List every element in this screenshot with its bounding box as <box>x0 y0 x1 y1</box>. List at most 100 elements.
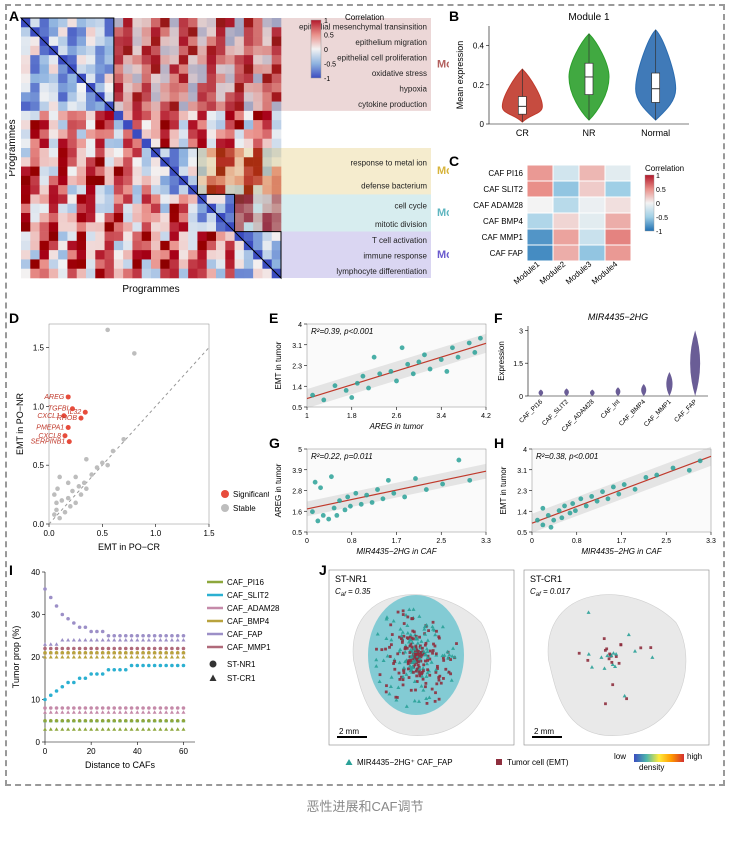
svg-text:oxidative stress: oxidative stress <box>372 69 427 78</box>
svg-text:Expression: Expression <box>497 341 506 381</box>
panel-F-violin: MIR4435−2HG01.53ExpressionCAF_PI16CAF_SL… <box>494 310 719 435</box>
panel-G-scatter: 00.81.72.53.30.51.62.83.95MIR4435−2HG in… <box>269 435 494 560</box>
svg-text:4: 4 <box>523 447 527 454</box>
panel-B-label: B <box>449 8 459 24</box>
svg-text:Programmes: Programmes <box>9 119 18 176</box>
svg-text:EMT in tumor: EMT in tumor <box>499 466 508 514</box>
panel-A-heatmap: epithelial mesenchymal transinsitionepit… <box>9 8 449 308</box>
svg-text:30: 30 <box>31 611 40 620</box>
svg-text:low: low <box>614 752 626 761</box>
svg-text:EMT in PO−NR: EMT in PO−NR <box>15 392 25 455</box>
svg-text:2 mm: 2 mm <box>339 727 359 736</box>
panel-J-spatial: ST-NR1Caf = 0.352 mmST-CR1Caf = 0.0172 m… <box>319 562 719 782</box>
svg-text:R²=0.22, p=0.011: R²=0.22, p=0.011 <box>311 452 373 461</box>
svg-text:3.1: 3.1 <box>517 468 527 475</box>
svg-text:2.8: 2.8 <box>292 489 302 496</box>
svg-text:CAF_PI16: CAF_PI16 <box>227 578 264 587</box>
panel-A-label: A <box>9 8 19 24</box>
panel-G-label: G <box>269 435 280 451</box>
svg-text:3: 3 <box>519 328 523 335</box>
panel-F-label: F <box>494 310 503 326</box>
svg-text:Module4: Module4 <box>590 259 620 286</box>
svg-text:CAF_MMP1: CAF_MMP1 <box>227 643 271 652</box>
svg-text:epithelial cell proliferation: epithelial cell proliferation <box>337 54 427 63</box>
svg-text:EMT in tumor: EMT in tumor <box>274 341 283 389</box>
svg-text:MIR4435−2HG⁺ CAF_FAP: MIR4435−2HG⁺ CAF_FAP <box>357 758 453 767</box>
svg-text:CAF_MMP1: CAF_MMP1 <box>643 398 673 428</box>
svg-text:immune response: immune response <box>363 252 427 261</box>
svg-text:1.8: 1.8 <box>347 413 357 420</box>
svg-text:Programmes: Programmes <box>122 284 179 295</box>
svg-text:ST-CR1: ST-CR1 <box>227 674 256 683</box>
svg-text:0.5: 0.5 <box>517 530 527 537</box>
svg-text:-0.5: -0.5 <box>324 62 336 69</box>
svg-text:Normal: Normal <box>641 128 670 138</box>
svg-text:CAF SLIT2: CAF SLIT2 <box>483 185 523 194</box>
svg-text:4: 4 <box>298 322 302 329</box>
svg-text:cell cycle: cell cycle <box>395 201 428 210</box>
svg-text:IL32: IL32 <box>68 409 82 416</box>
svg-text:2.3: 2.3 <box>292 364 302 371</box>
svg-text:Module 2: Module 2 <box>437 165 449 177</box>
svg-text:Module 3: Module 3 <box>437 207 449 219</box>
svg-text:hypoxia: hypoxia <box>399 85 427 94</box>
svg-text:0.5: 0.5 <box>656 187 666 194</box>
svg-text:MIR4435−2HG in CAF: MIR4435−2HG in CAF <box>581 547 662 556</box>
panel-H-scatter: 00.81.72.53.30.51.42.33.14MIR4435−2HG in… <box>494 435 719 560</box>
figure-caption: 恶性进展和CAF调节 <box>0 796 730 815</box>
svg-text:SERPINB1: SERPINB1 <box>31 439 66 446</box>
svg-text:20: 20 <box>87 747 96 756</box>
svg-text:Mean expression: Mean expression <box>455 41 465 110</box>
svg-text:CAF_BMP4: CAF_BMP4 <box>227 617 270 626</box>
svg-text:0: 0 <box>43 747 48 756</box>
svg-text:ST-NR1: ST-NR1 <box>335 574 367 584</box>
svg-text:0.0: 0.0 <box>43 529 55 538</box>
svg-text:-0.5: -0.5 <box>656 215 668 222</box>
svg-text:0.2: 0.2 <box>473 81 485 90</box>
svg-text:Tumor cell (EMT): Tumor cell (EMT) <box>507 758 569 767</box>
svg-text:T cell activation: T cell activation <box>372 236 427 245</box>
svg-text:epithelium migration: epithelium migration <box>355 38 427 47</box>
svg-text:0.5: 0.5 <box>292 530 302 537</box>
svg-text:3.1: 3.1 <box>292 343 302 350</box>
svg-text:Correlation: Correlation <box>645 164 684 173</box>
svg-text:1: 1 <box>324 18 328 25</box>
panel-B-violin: Module 100.20.4Mean expressionCRNRNormal <box>449 8 719 153</box>
svg-text:2.3: 2.3 <box>517 489 527 496</box>
panel-H-label: H <box>494 435 504 451</box>
svg-text:PMEPA1: PMEPA1 <box>36 425 64 432</box>
svg-text:1.6: 1.6 <box>292 509 302 516</box>
svg-text:1: 1 <box>656 173 660 180</box>
svg-text:Module1: Module1 <box>512 259 542 286</box>
panel-C-label: C <box>449 153 459 169</box>
svg-text:Module 1: Module 1 <box>437 58 449 70</box>
svg-text:1.0: 1.0 <box>33 402 45 411</box>
panel-E-scatter: 11.82.63.44.20.51.42.33.14AREG in tumorE… <box>269 310 494 435</box>
svg-text:R²=0.39, p<0.001: R²=0.39, p<0.001 <box>311 327 373 336</box>
svg-text:0.5: 0.5 <box>324 33 334 40</box>
svg-text:40: 40 <box>133 747 142 756</box>
svg-text:-1: -1 <box>324 76 330 83</box>
svg-text:Module3: Module3 <box>564 259 594 286</box>
svg-text:4.2: 4.2 <box>481 413 491 420</box>
svg-text:5: 5 <box>298 447 302 454</box>
figure-container: A epithelial mesenchymal transinsitionep… <box>5 4 725 786</box>
svg-text:40: 40 <box>31 568 40 577</box>
svg-text:CAF FAP: CAF FAP <box>490 249 523 258</box>
svg-text:response to metal ion: response to metal ion <box>351 158 428 167</box>
svg-text:1.0: 1.0 <box>150 529 162 538</box>
svg-text:2.5: 2.5 <box>661 538 671 545</box>
svg-text:CAF MMP1: CAF MMP1 <box>482 233 524 242</box>
svg-text:0: 0 <box>656 201 660 208</box>
svg-text:NR: NR <box>583 128 596 138</box>
svg-text:3.9: 3.9 <box>292 468 302 475</box>
svg-text:1.5: 1.5 <box>513 361 523 368</box>
svg-text:2 mm: 2 mm <box>534 727 554 736</box>
svg-text:CR: CR <box>516 128 529 138</box>
svg-text:0.4: 0.4 <box>473 42 485 51</box>
svg-text:MIR4435−2HG: MIR4435−2HG <box>588 312 648 322</box>
svg-text:0.0: 0.0 <box>33 520 45 529</box>
svg-text:0: 0 <box>305 538 309 545</box>
svg-text:Correlation: Correlation <box>345 13 384 22</box>
svg-text:1.5: 1.5 <box>33 344 45 353</box>
